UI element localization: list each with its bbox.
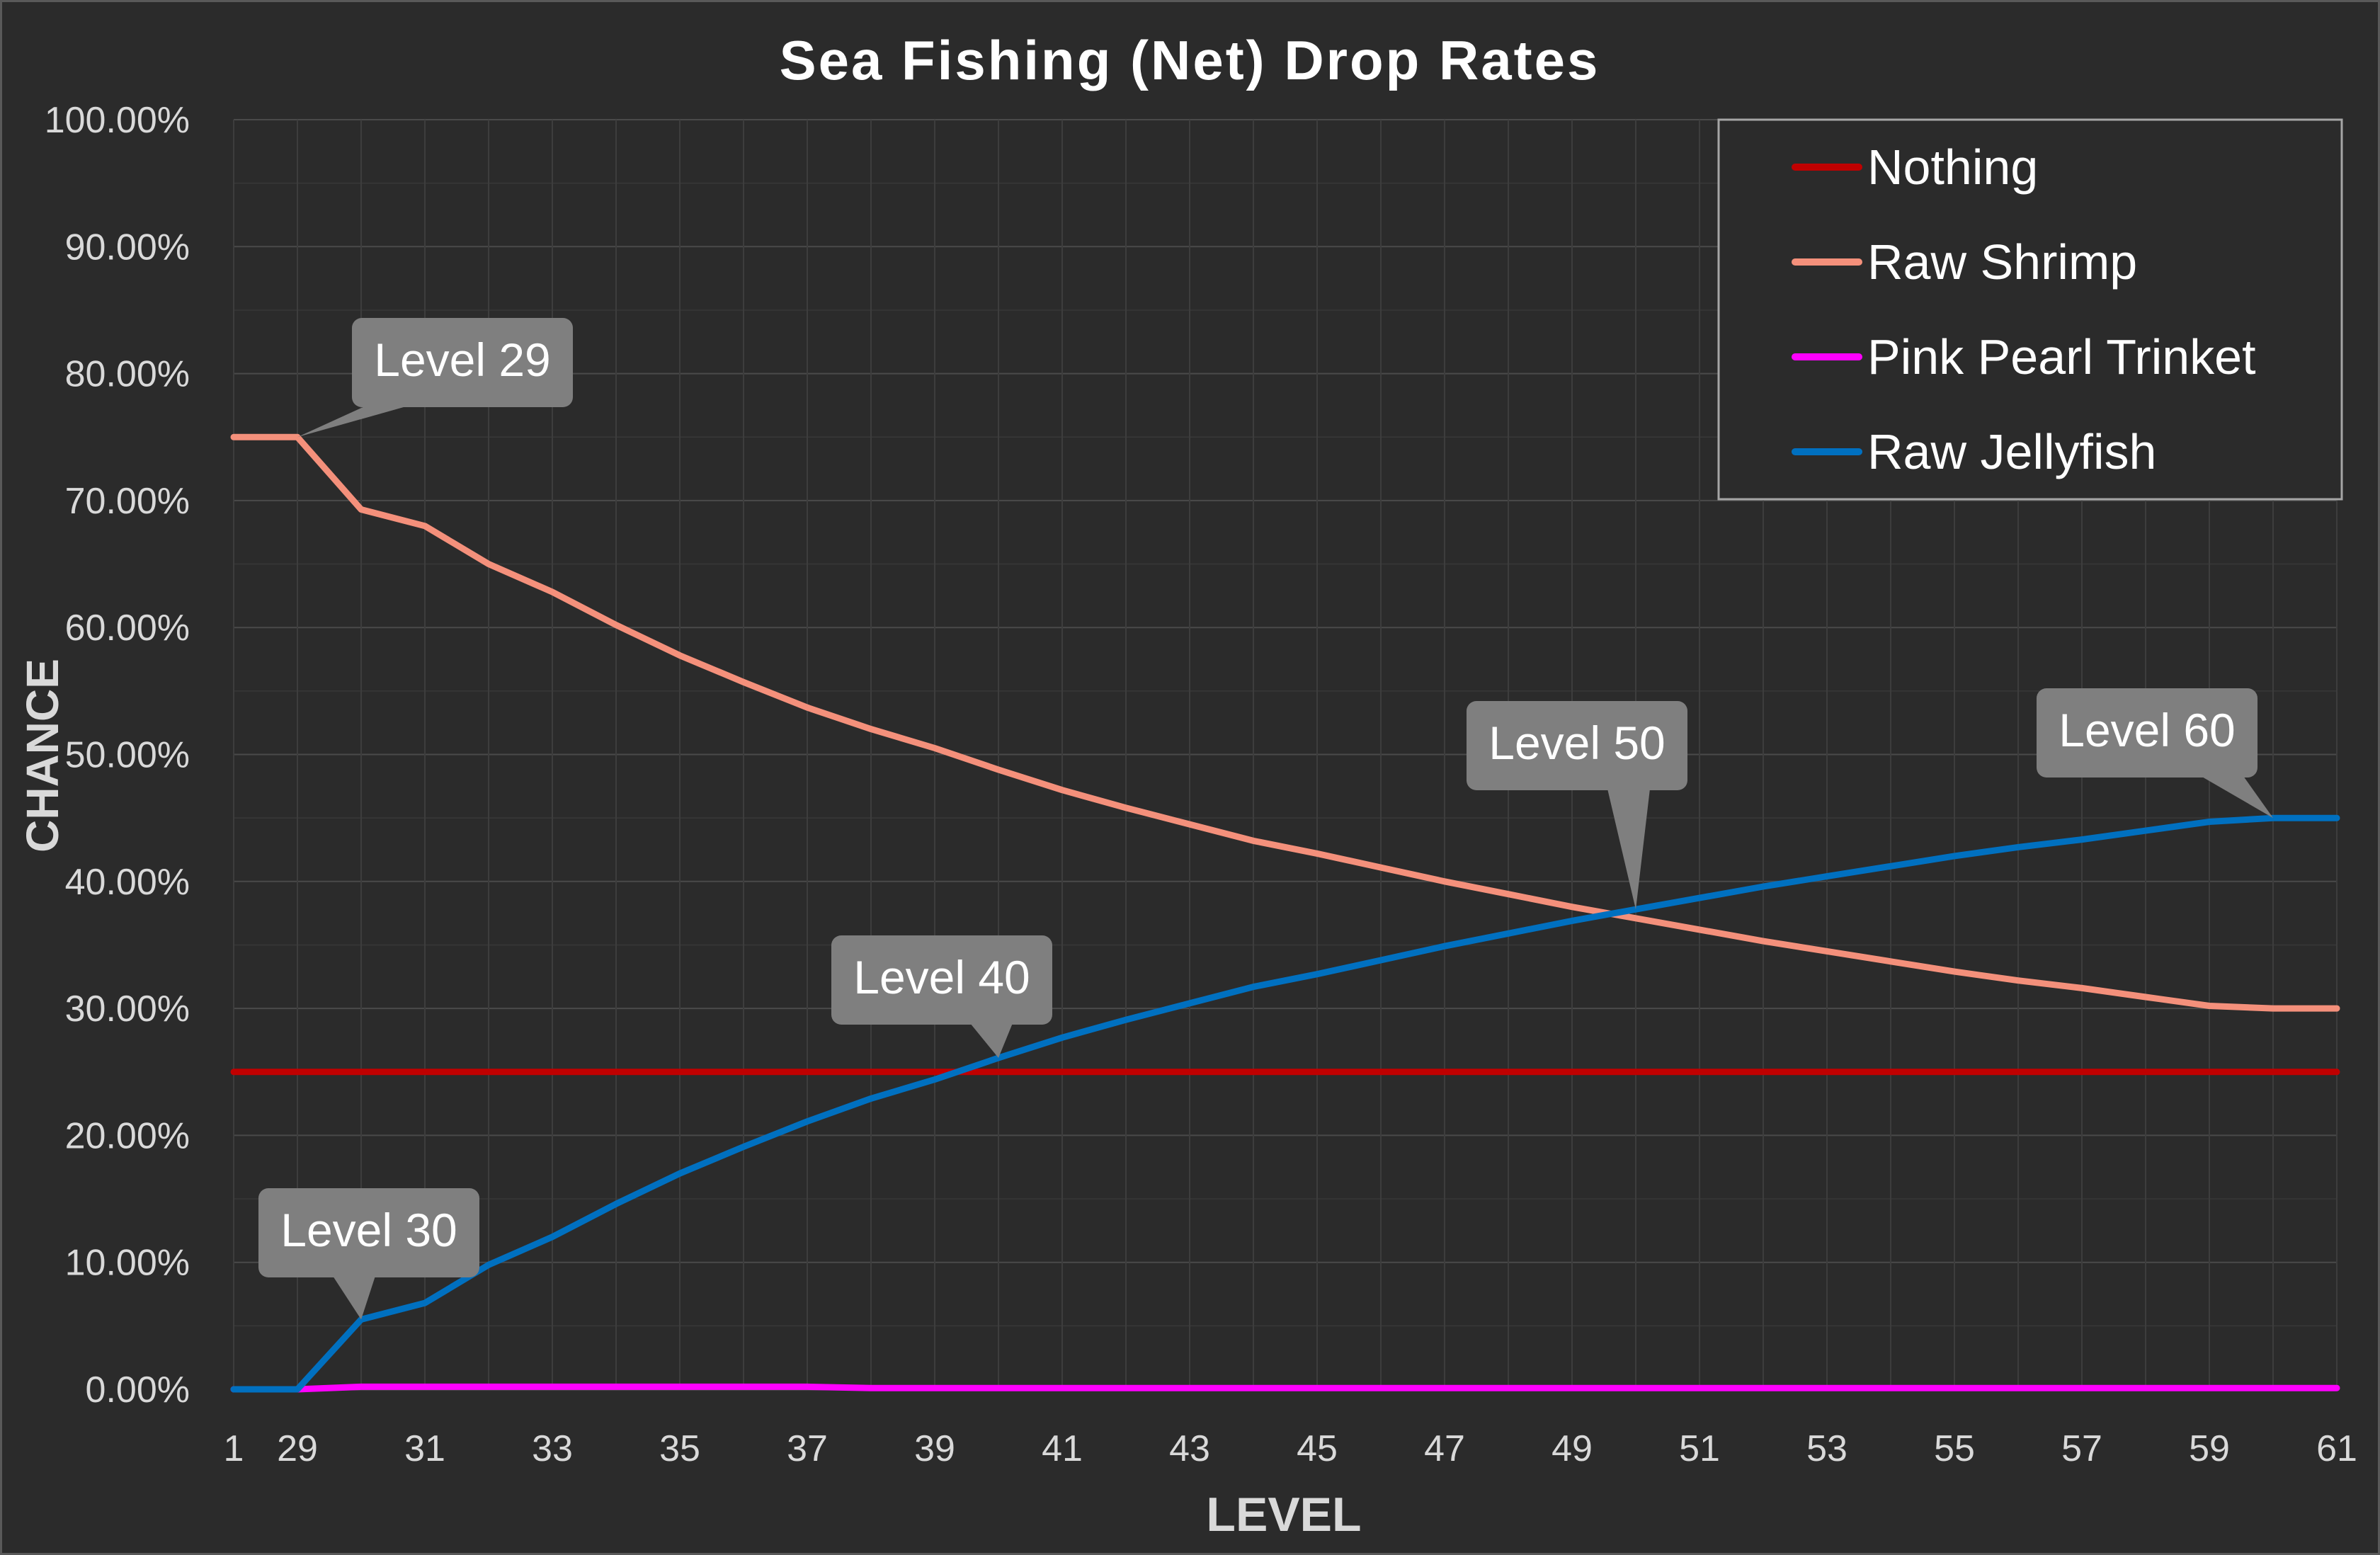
callout-label: Level 29 — [374, 334, 551, 386]
y-tick-label: 0.00% — [86, 1369, 190, 1411]
x-tick-label: 59 — [2189, 1428, 2230, 1469]
y-tick-label: 40.00% — [65, 862, 190, 903]
series-lines — [230, 433, 2340, 1393]
callout-box — [352, 318, 573, 407]
legend-box — [1717, 118, 2343, 501]
y-tick-label: 30.00% — [65, 989, 190, 1030]
legend-label: Raw Jellyfish — [1867, 424, 2156, 479]
x-tick-label: 57 — [2061, 1428, 2102, 1469]
callout-label: Level 50 — [1488, 717, 1666, 769]
callout-box — [2037, 688, 2257, 778]
y-axis-ticks: 0.00% 10.00% 20.00% 30.00% 40.00% 50.00% 60.00… — [45, 100, 190, 1411]
callout-pointer — [1607, 789, 1650, 910]
x-tick-label: 47 — [1424, 1428, 1465, 1469]
callout-box — [831, 935, 1052, 1025]
callout-level-29: Level 29 — [297, 318, 573, 438]
callout-pointer — [970, 1023, 1013, 1059]
legend: Nothing Raw Shrimp Pink Pearl Trinket Raw J… — [1717, 118, 2343, 501]
x-tick-label: 35 — [659, 1428, 700, 1469]
x-tick-label: 45 — [1297, 1428, 1338, 1469]
callout-level-30: Level 30 — [258, 1188, 479, 1320]
x-tick-label: 41 — [1042, 1428, 1083, 1469]
x-tick-label: 31 — [404, 1428, 445, 1469]
y-tick-label: 90.00% — [65, 227, 190, 268]
x-axis-ticks: 1 29 31 33 35 37 39 41 43 45 47 49 51 53 55 57 59 61 — [224, 1428, 2357, 1469]
callout-label: Level 40 — [853, 951, 1030, 1003]
y-tick-label: 80.00% — [65, 354, 190, 395]
callout-pointer — [2201, 776, 2273, 819]
callout-level-50: Level 50 — [1467, 701, 1687, 910]
x-tick-label: 39 — [914, 1428, 955, 1469]
callout-label: Level 60 — [2059, 704, 2236, 756]
x-tick-label: 29 — [277, 1428, 318, 1469]
series-line-pink-pearl-trinket — [230, 1383, 2340, 1393]
callout-pointer — [297, 406, 409, 438]
x-tick-label: 49 — [1551, 1428, 1593, 1469]
x-tick-label: 51 — [1679, 1428, 1720, 1469]
y-tick-label: 60.00% — [65, 608, 190, 649]
x-axis-title: LEVEL — [1206, 1488, 1361, 1542]
legend-label: Nothing — [1867, 139, 2038, 195]
callout-box — [258, 1188, 479, 1277]
annotations: Level 29 Level 30 Level 40 Level 50 Level 60 — [258, 318, 2273, 1320]
x-tick-label: 55 — [1934, 1428, 1975, 1469]
y-axis-title: CHANCE — [17, 659, 68, 853]
series-line-raw-shrimp — [230, 433, 2340, 1012]
callout-level-60: Level 60 — [2037, 688, 2273, 819]
x-tick-label: 1 — [224, 1428, 244, 1469]
x-tick-label: 43 — [1169, 1428, 1210, 1469]
legend-entries: Nothing Raw Shrimp Pink Pearl Trinket Raw J… — [1792, 139, 2256, 479]
y-tick-label: 100.00% — [45, 100, 190, 141]
series-line-raw-jellyfish — [230, 814, 2340, 1393]
y-tick-label: 20.00% — [65, 1115, 190, 1156]
y-tick-label: 10.00% — [65, 1243, 190, 1284]
callout-pointer — [333, 1276, 375, 1320]
y-tick-label: 50.00% — [65, 735, 190, 776]
x-tick-label: 53 — [1806, 1428, 1847, 1469]
legend-label: Raw Shrimp — [1867, 234, 2137, 290]
callout-label: Level 30 — [280, 1204, 457, 1256]
callout-box — [1467, 701, 1687, 790]
y-tick-label: 70.00% — [65, 481, 190, 522]
x-tick-label: 33 — [532, 1428, 573, 1469]
x-tick-label: 37 — [787, 1428, 828, 1469]
callout-level-40: Level 40 — [831, 935, 1052, 1059]
legend-label: Pink Pearl Trinket — [1867, 329, 2256, 385]
x-tick-label: 61 — [2316, 1428, 2357, 1469]
chart-title: Sea Fishing (Net) Drop Rates — [780, 29, 1600, 91]
